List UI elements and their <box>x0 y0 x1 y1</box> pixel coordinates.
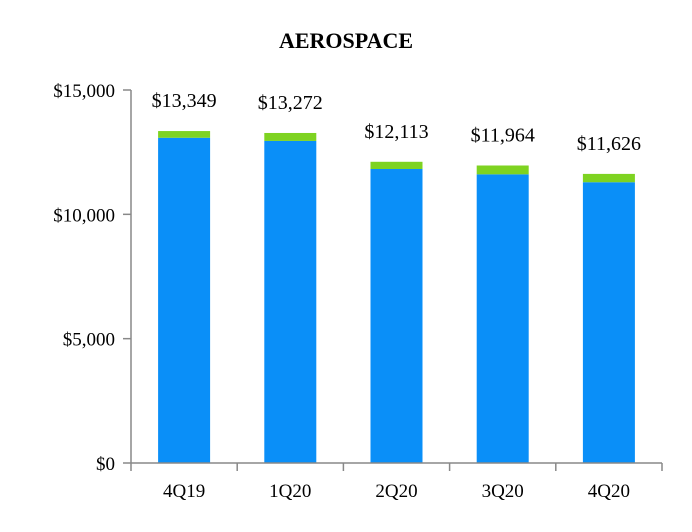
bar-segment-top <box>158 131 211 138</box>
y-tick-label: $0 <box>96 454 115 475</box>
x-tick-label: 3Q20 <box>482 481 524 502</box>
data-label: $13,349 <box>152 90 217 112</box>
data-label: $11,964 <box>471 124 535 146</box>
bar-segment-top <box>370 161 423 170</box>
bar-segment-base <box>158 137 211 463</box>
data-label: $12,113 <box>364 121 428 143</box>
x-tick-label: 4Q20 <box>588 481 630 502</box>
x-tick-label: 4Q19 <box>163 481 205 502</box>
bar-segment-top <box>264 132 317 141</box>
bar-segment-base <box>476 174 529 463</box>
bar-segment-base <box>264 140 317 463</box>
y-tick-label: $15,000 <box>53 81 115 102</box>
y-tick-label: $5,000 <box>63 330 115 351</box>
chart-title: AEROSPACE <box>278 28 414 53</box>
bar-segment-top <box>476 165 529 175</box>
y-tick-label: $10,000 <box>53 205 115 226</box>
bar-segment-base <box>582 182 635 463</box>
data-label: $13,272 <box>258 92 323 114</box>
bar-segment-top <box>582 173 635 183</box>
bar-segment-base <box>370 169 423 463</box>
data-label: $11,626 <box>577 133 641 155</box>
x-tick-label: 1Q20 <box>269 481 311 502</box>
x-tick-label: 2Q20 <box>375 481 417 502</box>
